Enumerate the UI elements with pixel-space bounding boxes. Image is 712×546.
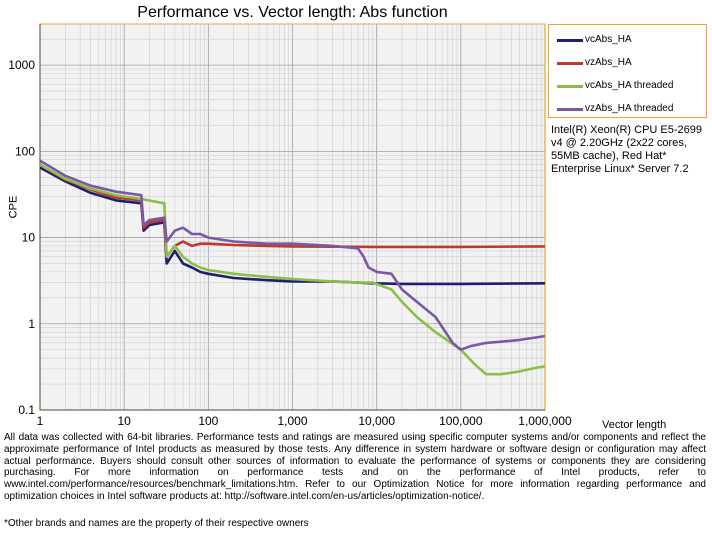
series-lines xyxy=(39,159,546,376)
legend-label: vzAbs_HA xyxy=(585,57,632,68)
x-tick-label: 1 xyxy=(37,414,44,428)
chart-title: Performance vs. Vector length: Abs funct… xyxy=(137,4,448,21)
x-axis-label: Vector length xyxy=(602,419,667,431)
tick-labels: 1 10 100 1,000 10,000 100,000 1,000,0000.11101… xyxy=(8,58,572,428)
y-axis-label: CPE xyxy=(7,195,20,219)
x-tick-label: 1,000 xyxy=(277,414,307,428)
legend-label: vzAbs_HA threaded xyxy=(585,103,674,114)
series-line-vcabs-ha-threaded xyxy=(39,163,546,376)
y-tick-label: 100 xyxy=(15,144,35,158)
legend-swatch xyxy=(557,108,583,111)
disclaimer-text: All data was collected with 64-bit libra… xyxy=(4,432,706,502)
x-tick-label: 10,000 xyxy=(358,414,395,428)
chart-plot: 1 10 100 1,000 10,000 100,000 1,000,0000.11101… xyxy=(8,23,572,428)
series-line-vzabs-ha xyxy=(39,163,546,259)
legend-swatch xyxy=(557,62,583,65)
grid-lines xyxy=(39,23,545,411)
legend-label: vcAbs_HA threaded xyxy=(585,80,674,91)
x-tick-label: 100 xyxy=(198,414,218,428)
y-tick-label: 10 xyxy=(22,231,36,245)
trademark-note: *Other brands and names are the property… xyxy=(4,518,309,529)
legend-swatch xyxy=(557,39,583,42)
legend-label: vcAbs_HA xyxy=(585,34,632,45)
chart-legend: vcAbs_HA vzAbs_HA vcAbs_HA threaded vzAbs_H… xyxy=(548,24,707,118)
y-tick-label: 0.1 xyxy=(18,403,35,417)
x-tick-label: 10 xyxy=(117,414,131,428)
cpu-note: Intel(R) Xeon(R) CPU E5-2699 v4 @ 2.20GH… xyxy=(551,124,703,175)
legend-swatch xyxy=(557,85,583,88)
y-tick-label: 1000 xyxy=(8,58,35,72)
y-tick-label: 1 xyxy=(28,317,35,331)
x-tick-label: 100,000 xyxy=(439,414,483,428)
x-tick-label: 1,000,000 xyxy=(518,414,572,428)
series-line-vzabs-ha-threaded xyxy=(39,159,546,352)
